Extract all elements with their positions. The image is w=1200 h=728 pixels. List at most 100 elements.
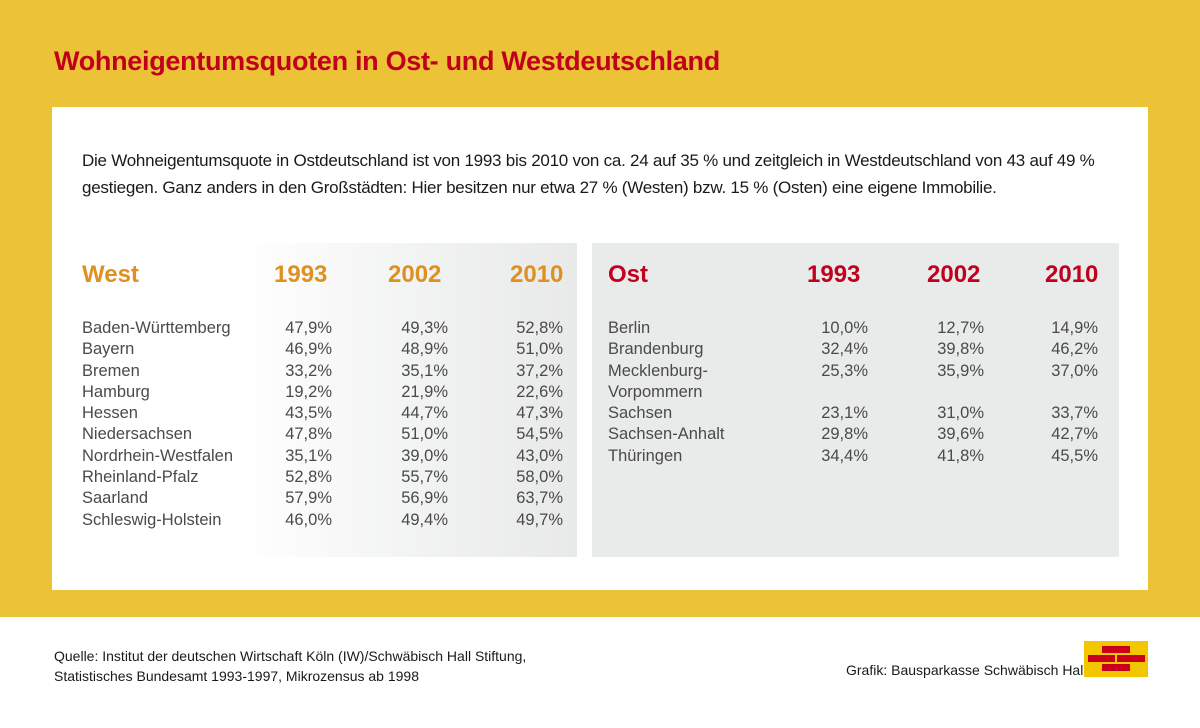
table-row: Baden-Württemberg 47,9% 49,3% 52,8% <box>52 319 577 340</box>
ost-header-region: Ost <box>608 261 649 288</box>
value-1993: 47,8% <box>285 425 332 444</box>
table-row-continuation: Vorpommern <box>592 383 1119 404</box>
west-table: West 1993 2002 2010 Baden-Württemberg 47,… <box>52 243 577 557</box>
region-name: Baden-Württemberg <box>82 319 231 337</box>
region-name: Hessen <box>82 404 138 423</box>
value-1993: 32,4% <box>821 340 868 359</box>
value-1993: 25,3% <box>821 361 868 380</box>
source-line-1: Quelle: Institut der deutschen Wirtschaf… <box>54 648 527 664</box>
value-2002: 44,7% <box>401 404 448 423</box>
table-row: Brandenburg 32,4% 39,8% 46,2% <box>592 340 1119 361</box>
region-name-continuation: Vorpommern <box>608 382 703 401</box>
table-row: Thüringen 34,4% 41,8% 45,5% <box>592 447 1119 468</box>
value-2010: 43,0% <box>516 446 563 465</box>
value-2002: 39,0% <box>401 446 448 465</box>
table-row: Rheinland-Pfalz 52,8% 55,7% 58,0% <box>52 468 577 489</box>
value-1993: 10,0% <box>821 319 868 337</box>
table-row: Hessen 43,5% 44,7% 47,3% <box>52 404 577 425</box>
region-name: Bremen <box>82 361 140 380</box>
value-2010: 52,8% <box>516 319 563 337</box>
table-row: Saarland 57,9% 56,9% 63,7% <box>52 489 577 510</box>
value-1993: 46,0% <box>285 510 332 529</box>
value-1993: 43,5% <box>285 404 332 423</box>
table-row: Hamburg 19,2% 21,9% 22,6% <box>52 383 577 404</box>
region-name: Saarland <box>82 489 149 508</box>
value-2010: 54,5% <box>516 425 563 444</box>
value-2010: 63,7% <box>516 489 563 508</box>
ost-header-2010: 2010 <box>1045 261 1099 288</box>
ost-table: Ost 1993 2002 2010 Berlin 10,0% 12,7% 14,9%… <box>592 243 1119 557</box>
ost-header-2002: 2002 <box>927 261 981 288</box>
value-2002: 49,4% <box>401 510 448 529</box>
value-2002: 56,9% <box>401 489 448 508</box>
brick-wall-logo-icon <box>1084 641 1148 677</box>
table-row: Nordrhein-Westfalen 35,1% 39,0% 43,0% <box>52 447 577 468</box>
table-row: Sachsen 23,1% 31,0% 33,7% <box>592 404 1119 425</box>
value-2002: 39,8% <box>937 340 984 359</box>
table-row: Mecklenburg- 25,3% 35,9% 37,0% <box>592 362 1119 383</box>
ost-header-1993: 1993 <box>807 261 861 288</box>
table-row: Schleswig-Holstein 46,0% 49,4% 49,7% <box>52 511 577 532</box>
value-2010: 37,0% <box>1051 361 1098 380</box>
value-2010: 33,7% <box>1051 404 1098 423</box>
value-2002: 41,8% <box>937 446 984 465</box>
value-2002: 48,9% <box>401 340 448 359</box>
region-name: Berlin <box>608 319 651 337</box>
value-1993: 46,9% <box>285 340 332 359</box>
value-2010: 58,0% <box>516 468 563 487</box>
value-2010: 47,3% <box>516 404 563 423</box>
value-2002: 51,0% <box>401 425 448 444</box>
value-2002: 49,3% <box>401 319 448 337</box>
table-row: Berlin 10,0% 12,7% 14,9% <box>592 319 1119 340</box>
logo-brick <box>1088 655 1115 662</box>
value-1993: 52,8% <box>285 468 332 487</box>
table-row: Bayern 46,9% 48,9% 51,0% <box>52 340 577 361</box>
table-row: Bremen 33,2% 35,1% 37,2% <box>52 362 577 383</box>
west-header-region: West <box>82 261 139 288</box>
value-2002: 39,6% <box>937 425 984 444</box>
value-1993: 47,9% <box>285 319 332 337</box>
value-1993: 57,9% <box>285 489 332 508</box>
value-2010: 45,5% <box>1051 446 1098 465</box>
region-name: Rheinland-Pfalz <box>82 468 199 487</box>
value-2010: 42,7% <box>1051 425 1098 444</box>
region-name: Schleswig-Holstein <box>82 510 222 529</box>
region-name: Mecklenburg- <box>608 361 708 380</box>
value-1993: 35,1% <box>285 446 332 465</box>
page-title: Wohneigentumsquoten in Ost- und Westdeut… <box>54 46 720 76</box>
value-1993: 33,2% <box>285 361 332 380</box>
intro-text: Die Wohneigentumsquote in Ostdeutschland… <box>82 151 1095 197</box>
value-2010: 46,2% <box>1051 340 1098 359</box>
region-name: Sachsen-Anhalt <box>608 425 725 444</box>
value-2010: 37,2% <box>516 361 563 380</box>
west-rows: Baden-Württemberg 47,9% 49,3% 52,8% Bayern 46… <box>52 319 577 532</box>
value-1993: 23,1% <box>821 404 868 423</box>
table-row: Sachsen-Anhalt 29,8% 39,6% 42,7% <box>592 425 1119 446</box>
value-2002: 31,0% <box>937 404 984 423</box>
table-row: Niedersachsen 47,8% 51,0% 54,5% <box>52 425 577 446</box>
logo-brick <box>1102 664 1130 671</box>
logo-brick <box>1117 655 1145 662</box>
graphic-credit: Grafik: Bausparkasse Schwäbisch Hall <box>846 662 1087 678</box>
west-header-2010: 2010 <box>510 261 564 288</box>
west-header-1993: 1993 <box>274 261 328 288</box>
value-2002: 35,1% <box>401 361 448 380</box>
value-2002: 12,7% <box>937 319 984 337</box>
region-name: Bayern <box>82 340 135 359</box>
value-2010: 51,0% <box>516 340 563 359</box>
value-2002: 21,9% <box>401 382 448 401</box>
value-2010: 22,6% <box>516 382 563 401</box>
source-note: Quelle: Institut der deutschen Wirtschaf… <box>54 646 526 686</box>
value-2002: 35,9% <box>937 361 984 380</box>
region-name: Nordrhein-Westfalen <box>82 446 234 465</box>
value-2002: 55,7% <box>401 468 448 487</box>
value-1993: 19,2% <box>285 382 332 401</box>
value-2010: 14,9% <box>1051 319 1098 337</box>
region-name: Hamburg <box>82 382 150 401</box>
ost-rows: Berlin 10,0% 12,7% 14,9% Brandenburg 32,4% 39,… <box>592 319 1119 468</box>
value-2010: 49,7% <box>516 510 563 529</box>
region-name: Brandenburg <box>608 340 704 359</box>
region-name: Sachsen <box>608 404 673 423</box>
value-1993: 29,8% <box>821 425 868 444</box>
region-name: Thüringen <box>608 446 683 465</box>
